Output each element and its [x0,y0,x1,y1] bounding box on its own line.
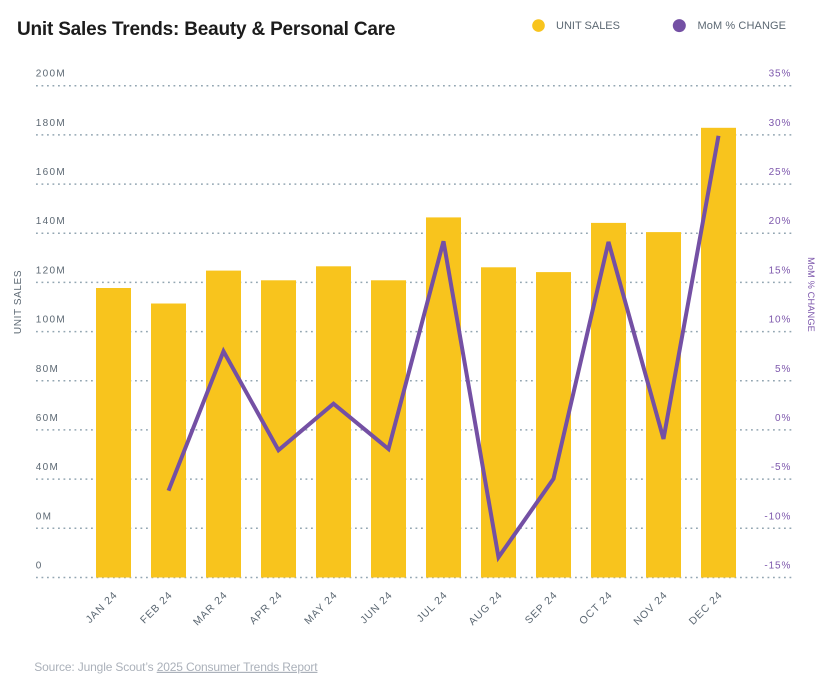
svg-text:UNIT SALES: UNIT SALES [13,270,24,334]
svg-text:0M: 0M [36,511,53,522]
svg-text:10%: 10% [769,315,792,326]
svg-text:MoM % CHANGE: MoM % CHANGE [698,20,787,32]
svg-text:15%: 15% [769,265,792,276]
svg-text:MoM % CHANGE: MoM % CHANGE [806,257,816,332]
svg-text:5%: 5% [775,364,791,375]
svg-text:UNIT SALES: UNIT SALES [556,20,620,32]
svg-text:140M: 140M [36,216,66,227]
svg-text:30%: 30% [769,118,792,129]
svg-text:40M: 40M [36,462,59,473]
svg-text:80M: 80M [36,364,59,375]
svg-text:180M: 180M [36,118,66,129]
svg-text:20%: 20% [769,216,792,227]
svg-text:200M: 200M [36,69,66,80]
svg-text:-15%: -15% [764,561,791,572]
svg-text:35%: 35% [769,69,792,80]
svg-text:160M: 160M [36,167,66,178]
svg-text:60M: 60M [36,413,59,424]
svg-text:100M: 100M [36,315,66,326]
svg-text:0: 0 [36,561,43,572]
svg-text:-5%: -5% [771,462,791,473]
svg-text:-10%: -10% [764,511,791,522]
svg-text:Unit Sales Trends: Beauty & Pe: Unit Sales Trends: Beauty & Personal Car… [17,19,395,40]
svg-text:Source: Jungle Scout’s 2025 Co: Source: Jungle Scout’s 2025 Consumer Tre… [34,660,318,674]
svg-text:0%: 0% [775,413,791,424]
svg-text:25%: 25% [769,167,792,178]
svg-text:120M: 120M [36,265,66,276]
